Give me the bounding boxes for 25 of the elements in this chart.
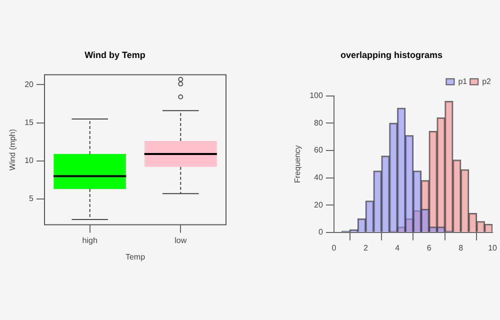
y-tick-label: 100	[310, 91, 324, 100]
y-tick-label: 0	[318, 228, 324, 237]
y-axis-title: Wind (mph)	[8, 128, 18, 170]
x-tick-label: 8	[458, 243, 464, 252]
y-tick-label: 20	[314, 200, 324, 210]
legend-label: p2	[482, 77, 492, 86]
x-tick-label: 2	[363, 243, 368, 252]
chart-title: overlapping histograms	[340, 50, 443, 60]
y-tick-label: 20	[24, 80, 34, 89]
x-axis-title: Temp	[125, 252, 146, 262]
y-tick-label: 15	[24, 118, 34, 127]
x-tick-label: 0	[332, 243, 337, 252]
x-tick-label: 6	[426, 243, 432, 252]
y-tick-label: 5	[29, 194, 34, 204]
y-tick-label: 10	[24, 156, 34, 166]
legend-label: p1	[458, 77, 468, 86]
y-tick-label: 60	[314, 146, 324, 155]
chart-title: Wind by Temp	[84, 50, 146, 60]
y-tick-label: 40	[314, 172, 324, 182]
y-axis-title: Frequency	[293, 145, 302, 183]
x-tick-label: low	[174, 236, 187, 245]
y-tick-label: 80	[314, 118, 324, 128]
x-tick-label: 4	[395, 243, 400, 252]
x-tick-label: high	[82, 236, 98, 245]
x-tick-label: 10	[488, 243, 498, 252]
